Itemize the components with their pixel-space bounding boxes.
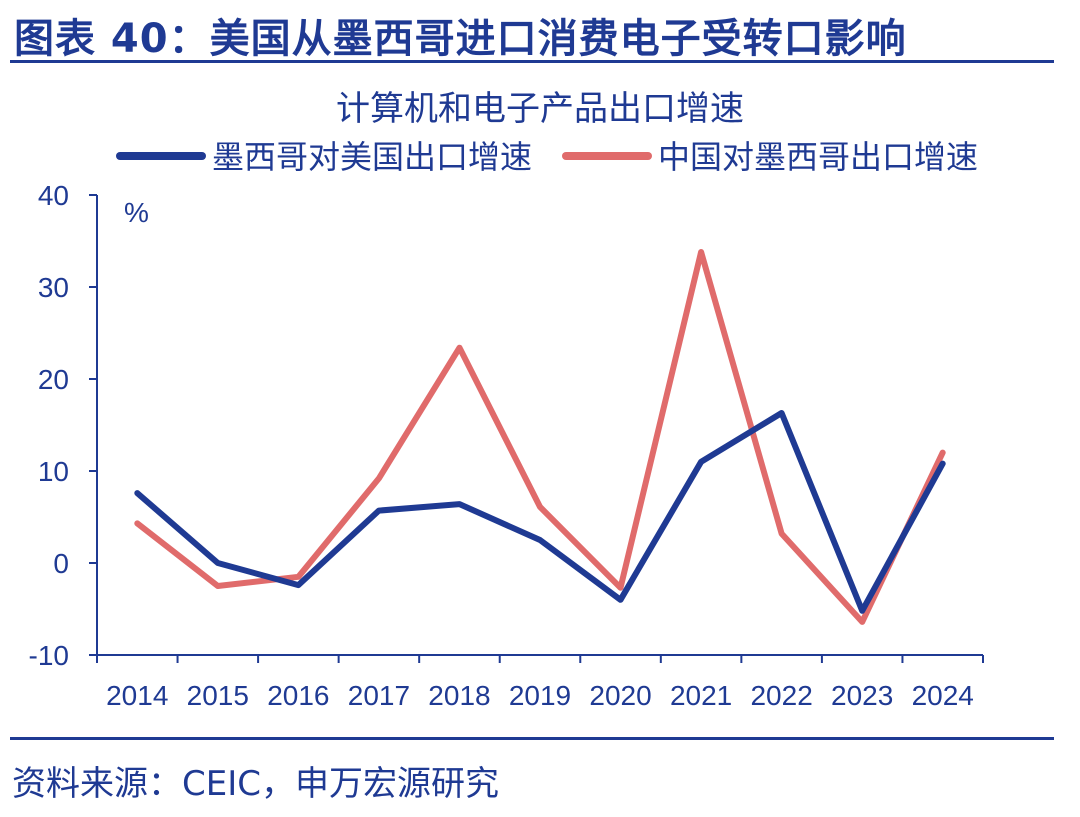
x-tick-label: 2014: [106, 680, 168, 711]
legend-label: 中国对墨西哥出口增速: [658, 138, 978, 176]
legend-label: 墨西哥对美国出口增速: [212, 138, 532, 176]
y-tick-label: 40: [38, 180, 69, 211]
y-tick-label: 10: [38, 456, 69, 487]
title-rule: [10, 60, 1054, 63]
x-tick-label: 2019: [509, 680, 571, 711]
x-tick-label: 2024: [912, 680, 974, 711]
x-tick-label: 2018: [428, 680, 490, 711]
x-tick-label: 2015: [187, 680, 249, 711]
axes: -10 0 10 20 30 40 2014 2015 2016 2017 2018 2019 2020…: [29, 180, 984, 711]
legend: 墨西哥对美国出口增速 中国对墨西哥出口增速: [116, 138, 978, 176]
y-tick-label: -10: [29, 640, 69, 671]
y-tick-label: 0: [53, 548, 69, 579]
source-note: 资料来源：CEIC，申万宏源研究: [12, 764, 499, 804]
figure-title: 图表 40：美国从墨西哥进口消费电子受转口影响: [14, 16, 907, 62]
x-tick-label: 2022: [750, 680, 812, 711]
x-tick-label: 2020: [589, 680, 651, 711]
series-line: [134, 410, 946, 614]
y-unit-label: %: [124, 197, 149, 228]
x-tick-label: 2021: [670, 680, 732, 711]
source-rule: [10, 737, 1054, 740]
y-tick-label: 30: [38, 272, 69, 303]
series-layer: [134, 249, 946, 625]
y-tick-label: 20: [38, 364, 69, 395]
series-line: [134, 249, 946, 625]
chart-title: 计算机和电子产品出口增速: [336, 89, 744, 129]
x-tick-label: 2017: [348, 680, 410, 711]
x-tick-label: 2016: [267, 680, 329, 711]
x-tick-label: 2023: [831, 680, 893, 711]
